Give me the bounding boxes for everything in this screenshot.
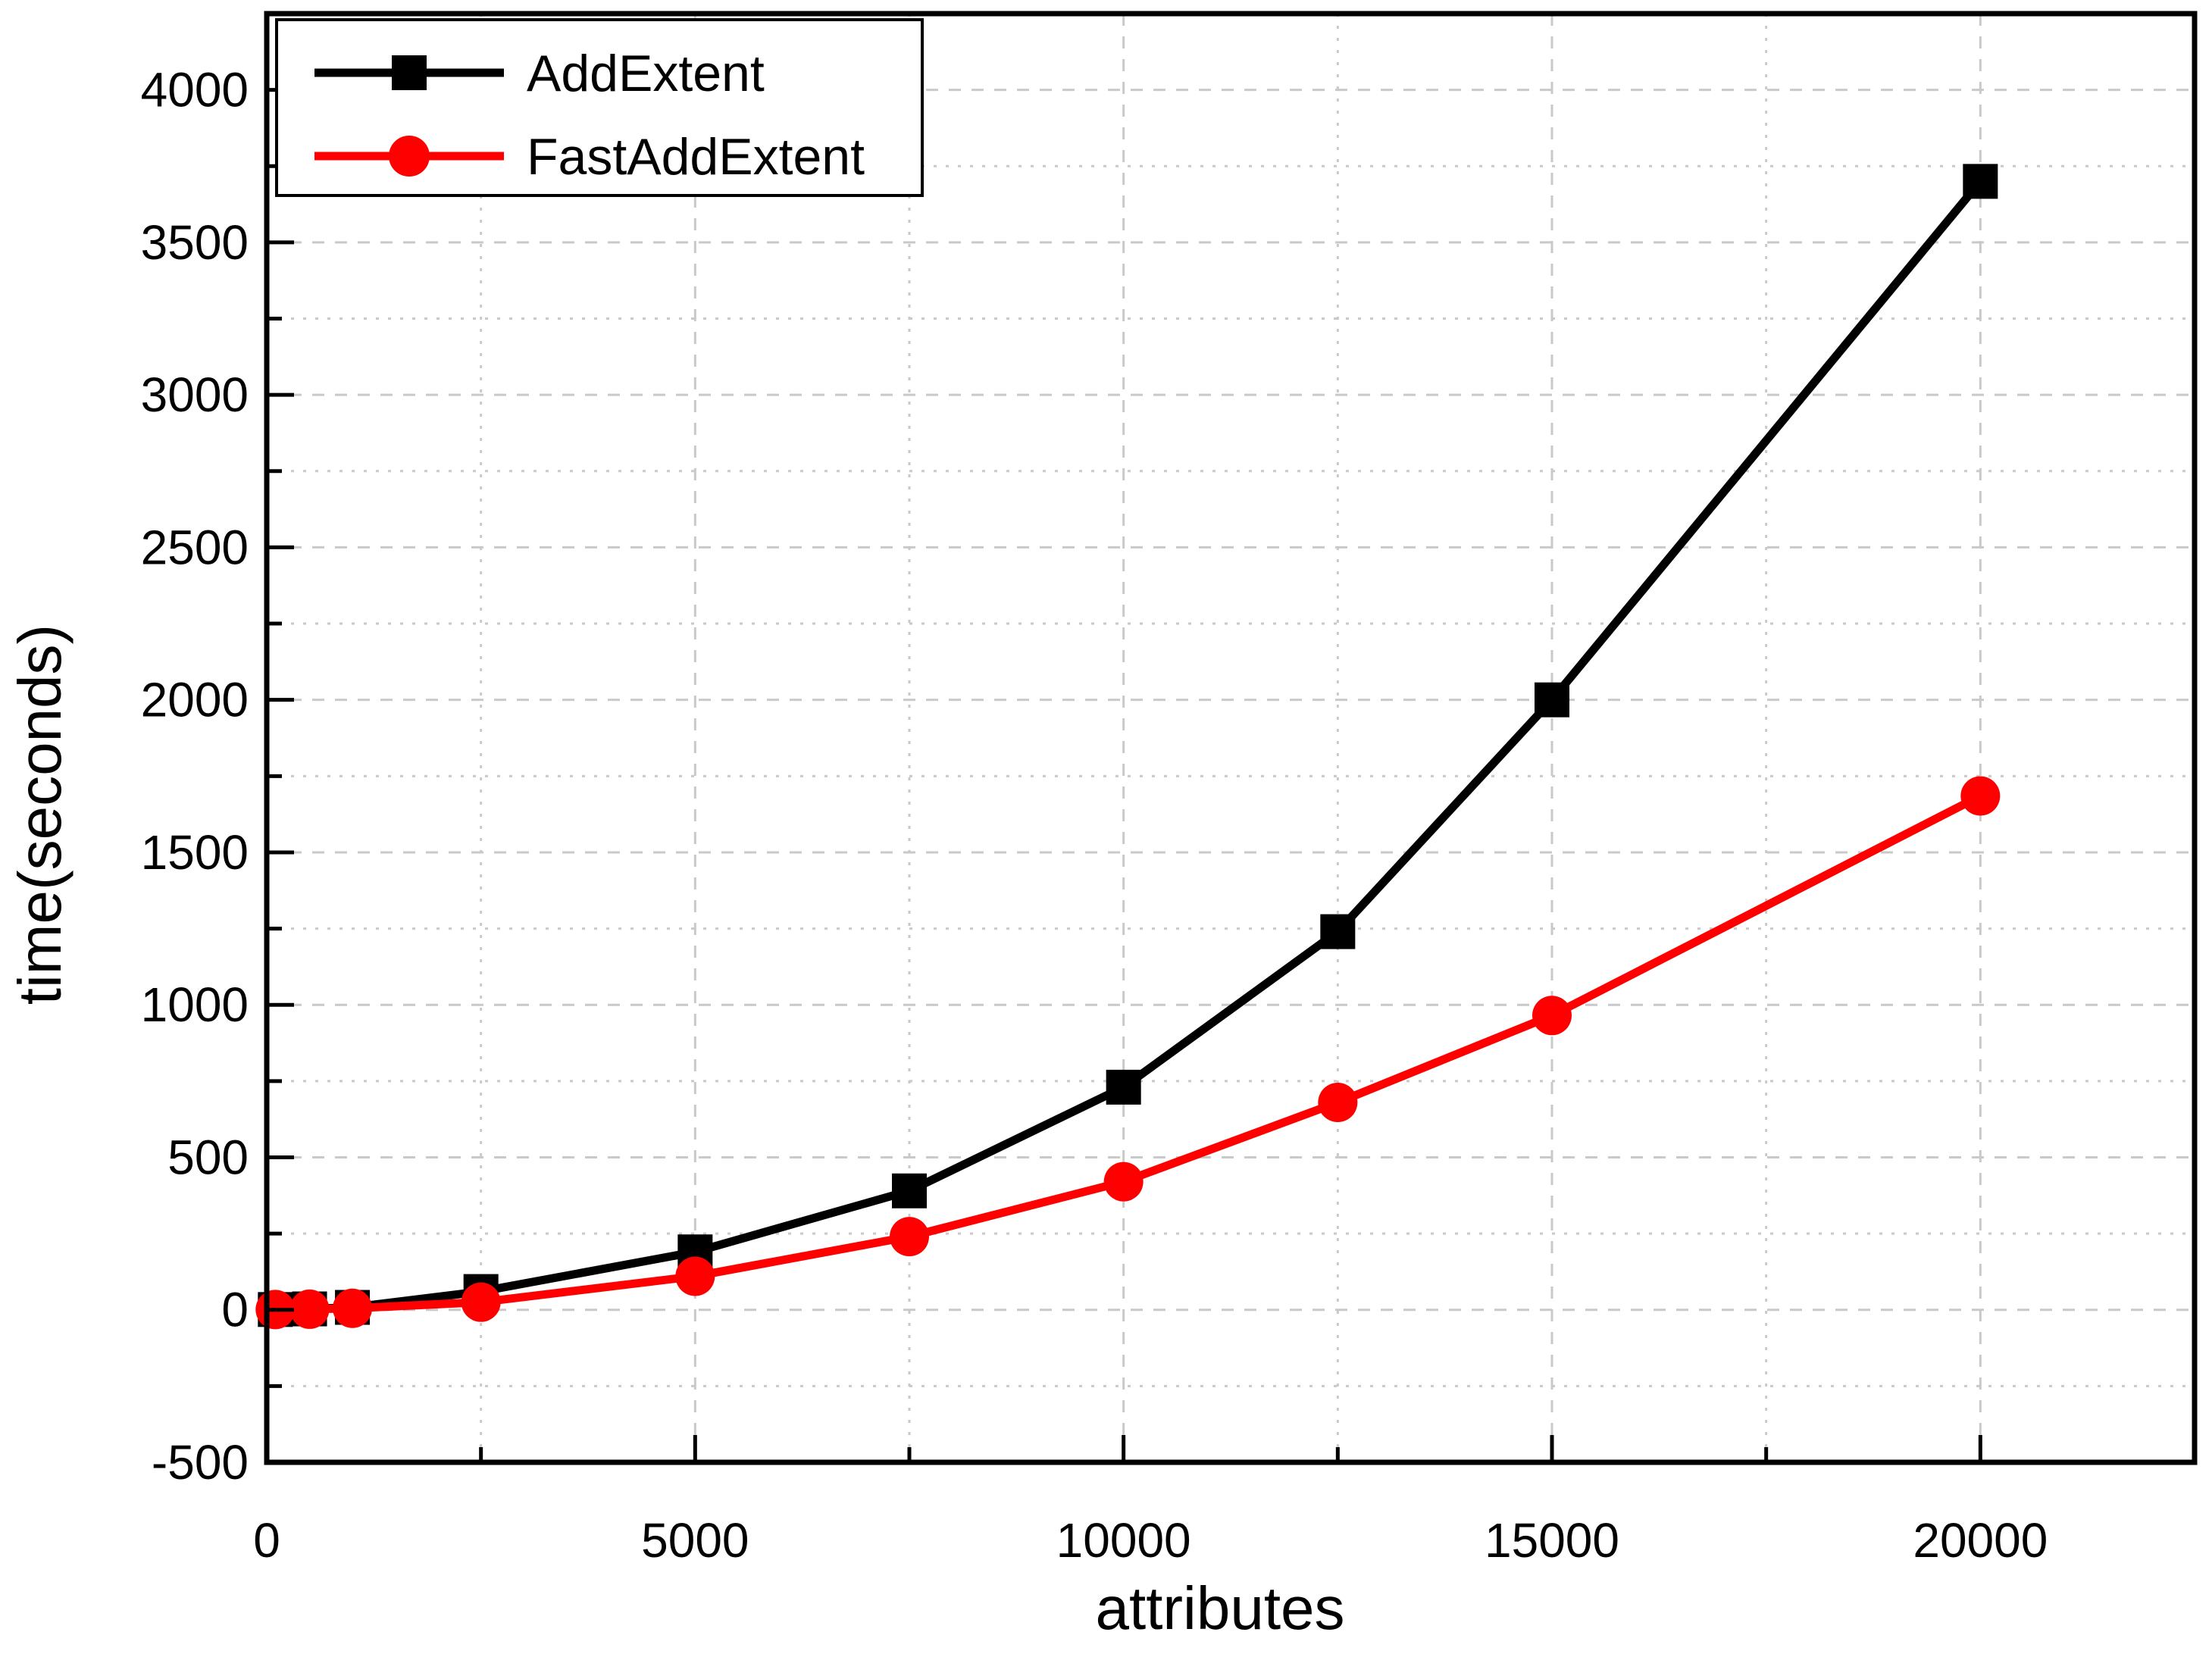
legend-label-addextent: AddExtent — [527, 45, 765, 102]
series-layer — [255, 164, 2001, 1330]
ticks-layer — [264, 11, 2197, 1465]
x-axis-title: attributes — [1095, 1574, 1344, 1642]
y-tick-label: 3000 — [141, 367, 249, 422]
legend: AddExtent FastAddExtent — [275, 18, 924, 197]
y-axis-title: time(seconds) — [6, 624, 74, 1005]
data-point-fastaddextent — [333, 1288, 373, 1328]
y-tick-label: 0 — [221, 1283, 249, 1337]
grid-major-lines — [267, 14, 2195, 1462]
legend-label-fastaddextent: FastAddExtent — [527, 128, 865, 186]
y-tick-label: 2500 — [141, 520, 249, 574]
x-tick-label: 0 — [253, 1513, 280, 1568]
x-tick-label: 20000 — [1913, 1513, 2048, 1568]
data-point-addextent — [1106, 1069, 1141, 1105]
x-tick-label: 10000 — [1056, 1513, 1191, 1568]
data-point-addextent — [892, 1173, 927, 1208]
series-line-addextent — [275, 178, 1984, 1314]
plot-frame — [264, 11, 2198, 1465]
data-point-fastaddextent — [1103, 1162, 1144, 1202]
y-tick-label: 3500 — [141, 215, 249, 270]
data-point-addextent — [1963, 164, 1998, 199]
grid-minor-lines — [267, 14, 2195, 1462]
data-point-fastaddextent — [1532, 996, 1572, 1036]
y-tick-label: -500 — [152, 1435, 249, 1490]
y-tick-label: 500 — [167, 1130, 249, 1184]
x-tick-label: 15000 — [1485, 1513, 1619, 1568]
legend-marker-circle — [389, 136, 430, 177]
data-point-fastaddextent — [1960, 776, 2001, 816]
data-point-addextent — [1320, 914, 1356, 949]
tick-labels-layer: 0 5000 10000 15000 20000-5000500100015002000… — [141, 63, 2048, 1568]
legend-box — [275, 18, 924, 197]
y-tick-label: 4000 — [141, 63, 249, 117]
data-point-fastaddextent — [890, 1217, 929, 1257]
series-line-fastaddextent — [275, 792, 1982, 1314]
y-tick-label: 2000 — [141, 673, 249, 727]
legend-marker-square — [392, 55, 427, 90]
data-point-addextent — [1535, 682, 1569, 718]
data-point-fastaddextent — [461, 1282, 501, 1322]
data-point-fastaddextent — [1318, 1083, 1358, 1123]
x-tick-label: 5000 — [641, 1513, 749, 1568]
data-point-fastaddextent — [289, 1289, 330, 1329]
y-tick-label: 1000 — [141, 977, 249, 1032]
y-tick-label: 1500 — [141, 825, 249, 880]
data-point-fastaddextent — [675, 1256, 715, 1296]
